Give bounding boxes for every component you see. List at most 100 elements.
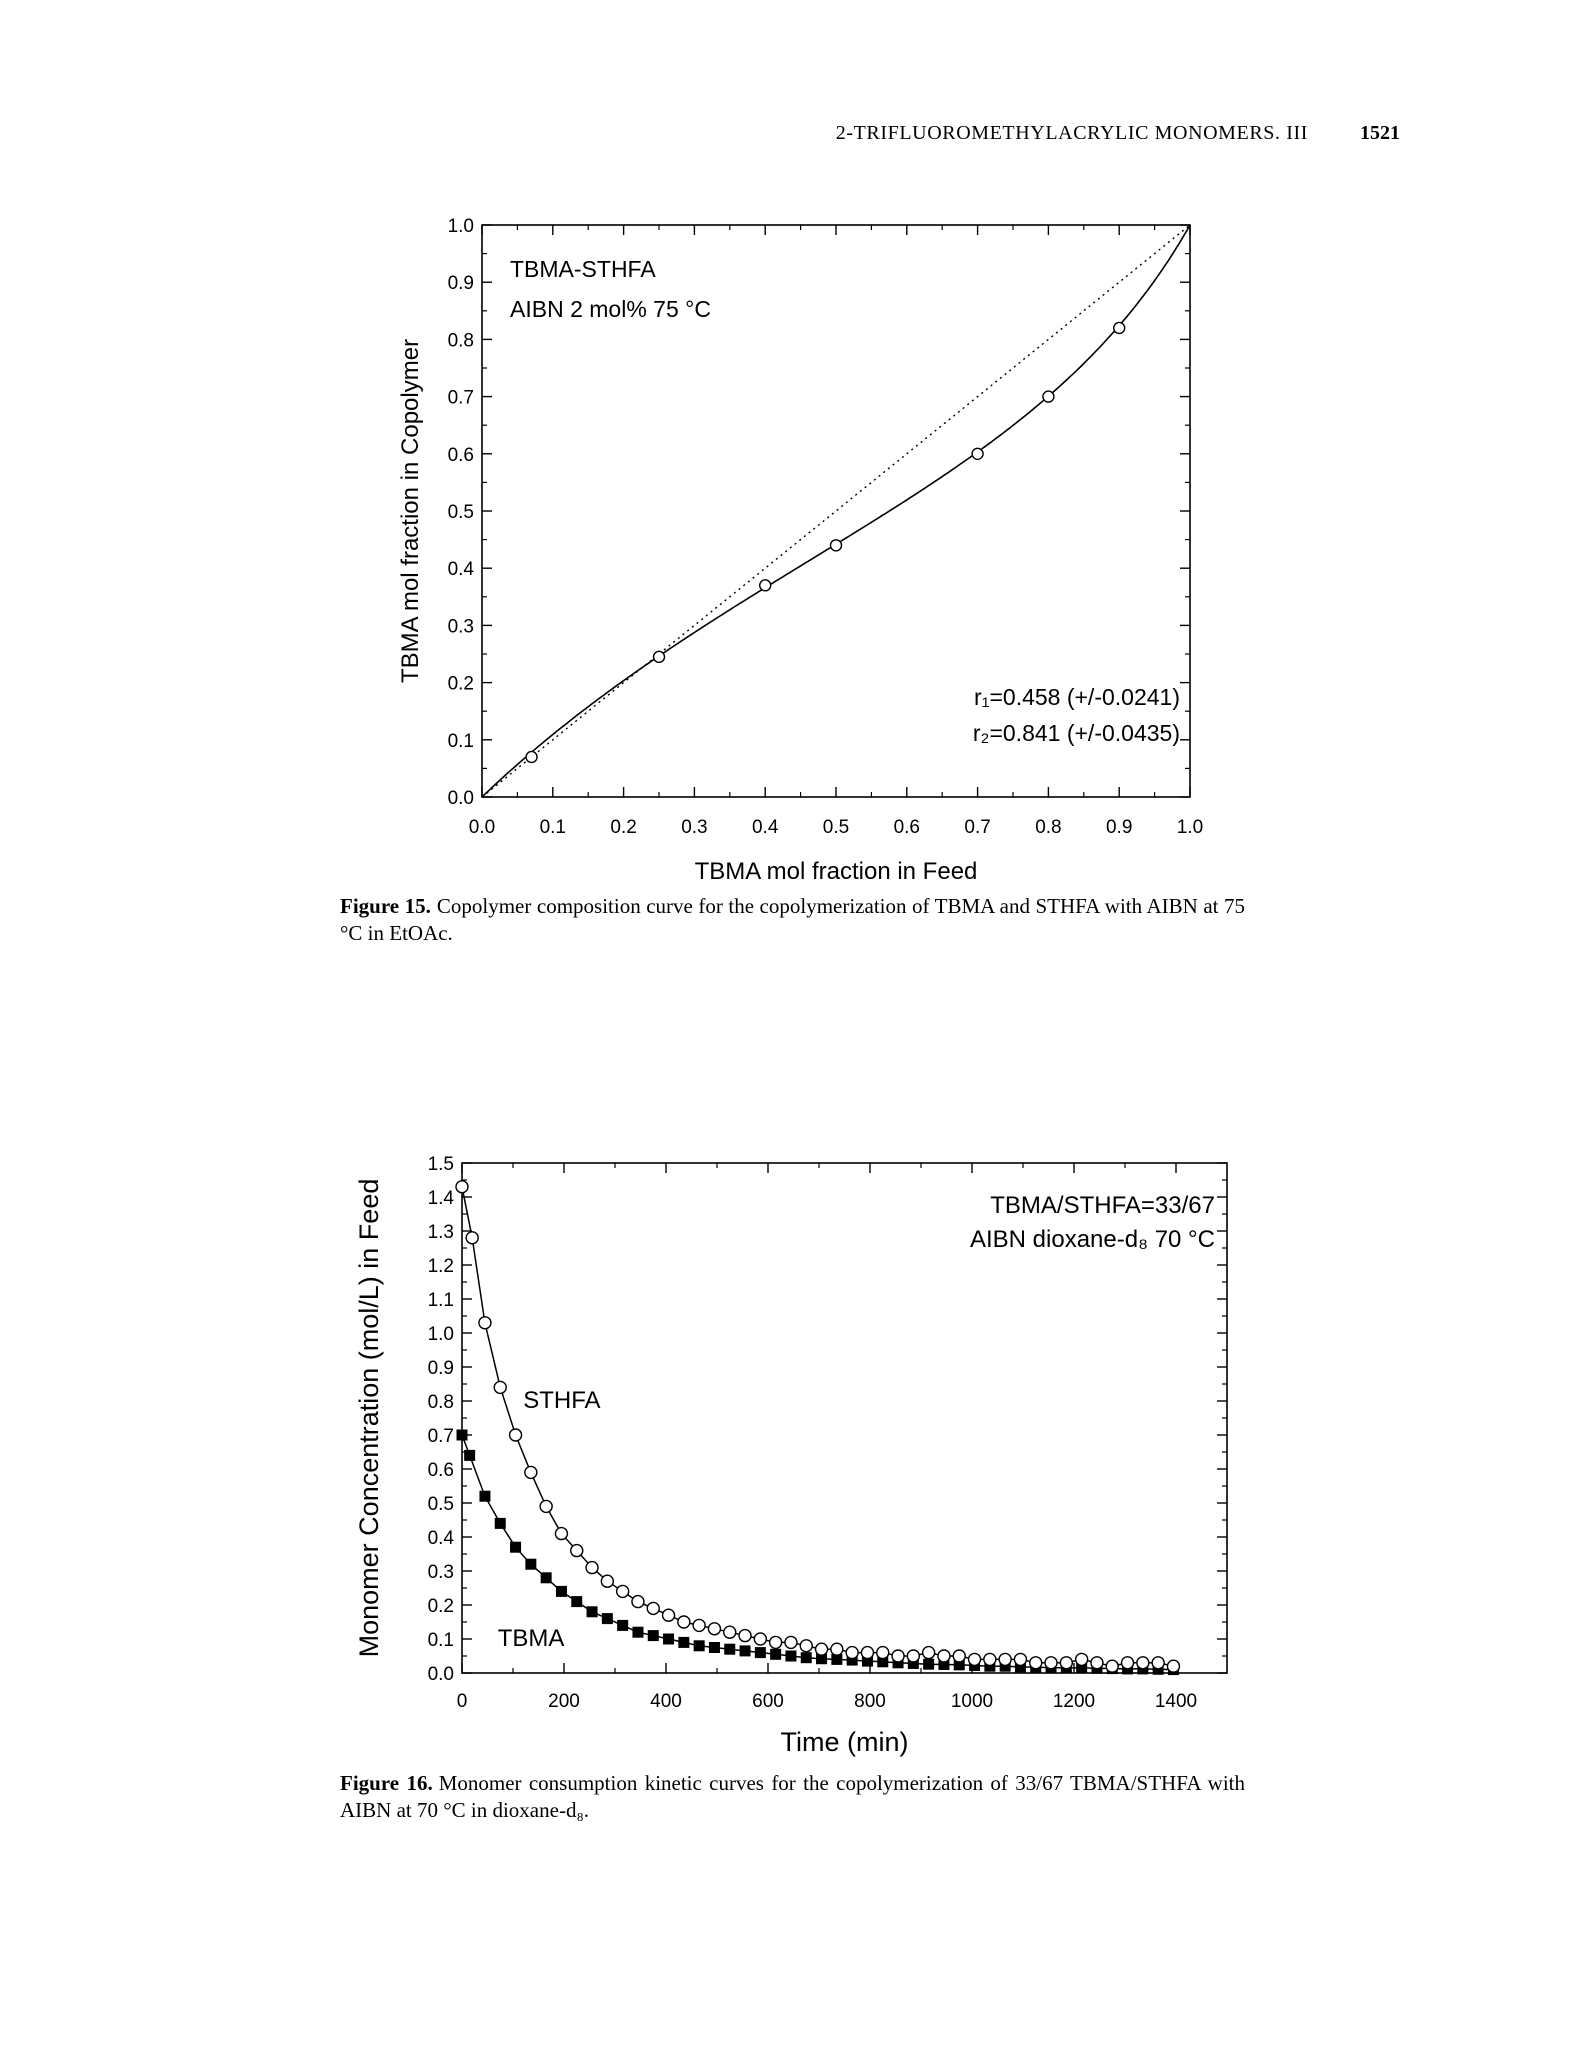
figure-16-caption-text: Monomer consumption kinetic curves for t… — [340, 1771, 1246, 1822]
sthfa-data-point-circle — [465, 1231, 479, 1245]
sthfa-series-label: STHFA — [523, 1387, 600, 1414]
tbma-data-point-square — [678, 1636, 690, 1648]
figure-15-caption-text: Copolymer composition curve for the copo… — [340, 894, 1245, 945]
tbma-data-point-square — [923, 1658, 935, 1670]
y-tick-label: 0.7 — [448, 388, 474, 409]
tbma-data-point-square — [861, 1655, 873, 1667]
tbma-data-point-square — [510, 1541, 522, 1553]
sthfa-data-point-circle — [1074, 1652, 1089, 1667]
sthfa-data-point-circle — [508, 1428, 523, 1442]
tbma-data-point-square — [601, 1613, 613, 1625]
tbma-data-point-square — [586, 1606, 598, 1618]
tbma-data-point-square — [708, 1642, 720, 1653]
tbma-data-point-square — [617, 1619, 629, 1631]
sthfa-data-point-circle — [830, 1642, 844, 1656]
y-tick-label: 0.1 — [448, 731, 474, 752]
chart-15: 0.0 0.1 0.2 0.3 0.4 0.5 0.6 0.7 0.8 0.9 1.0 0.0 0.1 0… — [397, 216, 1203, 885]
x-tick-label: 0.3 — [681, 817, 707, 838]
y-tick-label: 0.0 — [448, 788, 474, 809]
sthfa-data-point-circle — [768, 1635, 783, 1650]
sthfa-data-point-circle — [921, 1645, 936, 1660]
annotation-feed-ratio: TBMA/STHFA=33/67 — [990, 1192, 1215, 1219]
sthfa-data-point-circle — [570, 1543, 584, 1558]
x-tick-label: 0.8 — [1035, 817, 1061, 838]
x-tick-label: 0.7 — [964, 817, 990, 838]
tbma-data-point-square — [754, 1647, 766, 1659]
y-tick-label: 0.5 — [428, 1494, 454, 1515]
y-tick-label: 1.0 — [448, 216, 474, 237]
sthfa-data-point-circle — [554, 1526, 569, 1541]
tbma-data-point-square — [785, 1650, 797, 1662]
figure-16-label: Figure 16. — [340, 1771, 433, 1795]
y-axis-title: TBMA mol fraction in Copolymer — [397, 339, 424, 683]
tbma-data-point-square — [938, 1659, 950, 1670]
page-number: 1521 — [1360, 122, 1400, 144]
sthfa-data-point-circle — [677, 1615, 691, 1629]
x-tick-label: 200 — [548, 1691, 580, 1712]
sthfa-data-point-circle — [1151, 1656, 1165, 1670]
y-tick-label: 0.9 — [428, 1358, 454, 1379]
sthfa-data-point-circle — [615, 1584, 630, 1599]
y-tick-label: 1.0 — [428, 1324, 454, 1345]
x-tick-label: 0.0 — [469, 817, 495, 838]
sthfa-data-point-circle — [585, 1560, 599, 1575]
y-tick-label: 0.2 — [428, 1596, 454, 1617]
tbma-data-point-square — [632, 1626, 644, 1638]
sthfa-data-point-circle — [876, 1645, 890, 1660]
sthfa-data-point-circle — [906, 1649, 921, 1663]
sthfa-data-point-circle — [631, 1594, 645, 1609]
sthfa-data-point-circle — [661, 1608, 676, 1622]
y-tick-label: 1.5 — [428, 1154, 454, 1175]
y-tick-label: 0.8 — [448, 330, 474, 351]
sthfa-data-point-circle — [478, 1316, 492, 1330]
x-tick-label: 0.2 — [610, 817, 636, 838]
y-tick-label: 0.4 — [448, 559, 475, 580]
sthfa-data-point-circle — [937, 1649, 951, 1663]
sthfa-data-point-circle — [692, 1618, 706, 1633]
data-point-circle — [829, 539, 843, 552]
sthfa-data-point-circle — [723, 1625, 737, 1639]
sthfa-data-point-circle — [1044, 1656, 1058, 1670]
tbma-data-point-square — [647, 1630, 659, 1642]
x-tick-label: 0.9 — [1106, 817, 1132, 838]
y-tick-label: 0.4 — [428, 1528, 455, 1549]
sthfa-data-point-circle — [1029, 1656, 1043, 1670]
x-axis-title: TBMA mol fraction in Feed — [695, 858, 978, 885]
sthfa-data-point-circle — [539, 1499, 553, 1514]
sthfa-data-point-circle — [1059, 1656, 1074, 1670]
tbma-data-point-square — [525, 1558, 537, 1570]
tbma-fit-curve — [461, 1434, 1174, 1671]
sthfa-data-point-circle — [1013, 1652, 1028, 1667]
page-header: 2-TRIFLUOROMETHYLACRYLIC MONOMERS. III 1… — [790, 122, 1400, 152]
y-tick-label: 0.6 — [448, 445, 474, 466]
x-tick-label: 0.4 — [752, 817, 779, 838]
tbma-data-point-square — [571, 1596, 583, 1608]
data-point-circle — [652, 650, 666, 664]
tbma-data-point-square — [1014, 1661, 1026, 1673]
y-axis-title: Monomer Concentration (mol/L) in Feed — [354, 1179, 384, 1658]
annotation-monomer-pair: TBMA-STHFA — [510, 256, 656, 282]
y-tick-label: 0.1 — [428, 1630, 454, 1651]
tbma-data-point-square — [724, 1643, 736, 1655]
y-tick-label: 1.3 — [428, 1222, 454, 1243]
y-tick-label: 0.7 — [428, 1426, 454, 1447]
data-point-circle — [971, 447, 984, 461]
tbma-data-point-square — [999, 1660, 1011, 1672]
y-tick-label: 1.1 — [428, 1290, 454, 1311]
sthfa-fit-curve — [461, 1186, 1174, 1667]
tbma-data-point-square — [1076, 1662, 1088, 1674]
data-point-circle — [1042, 390, 1055, 403]
tbma-data-point-square — [479, 1490, 491, 1502]
x-tick-label: 0.5 — [823, 817, 849, 838]
sthfa-data-point-circle — [1090, 1656, 1104, 1670]
y-tick-label: 0.9 — [448, 273, 474, 294]
running-title: 2-TRIFLUOROMETHYLACRYLIC MONOMERS. III — [835, 122, 1308, 144]
reactivity-ratio-r1: r₁=0.458 (+/-0.0241) — [974, 684, 1180, 710]
x-tick-label: 1400 — [1155, 1691, 1197, 1712]
sthfa-data-point-circle — [1105, 1659, 1119, 1673]
sthfa-data-point-circle — [455, 1180, 469, 1194]
sthfa-data-point-circle — [646, 1601, 660, 1616]
figure-15-label: Figure 15. — [340, 894, 431, 918]
tbma-data-point-square — [846, 1654, 858, 1666]
y-tick-label: 1.4 — [428, 1188, 455, 1209]
